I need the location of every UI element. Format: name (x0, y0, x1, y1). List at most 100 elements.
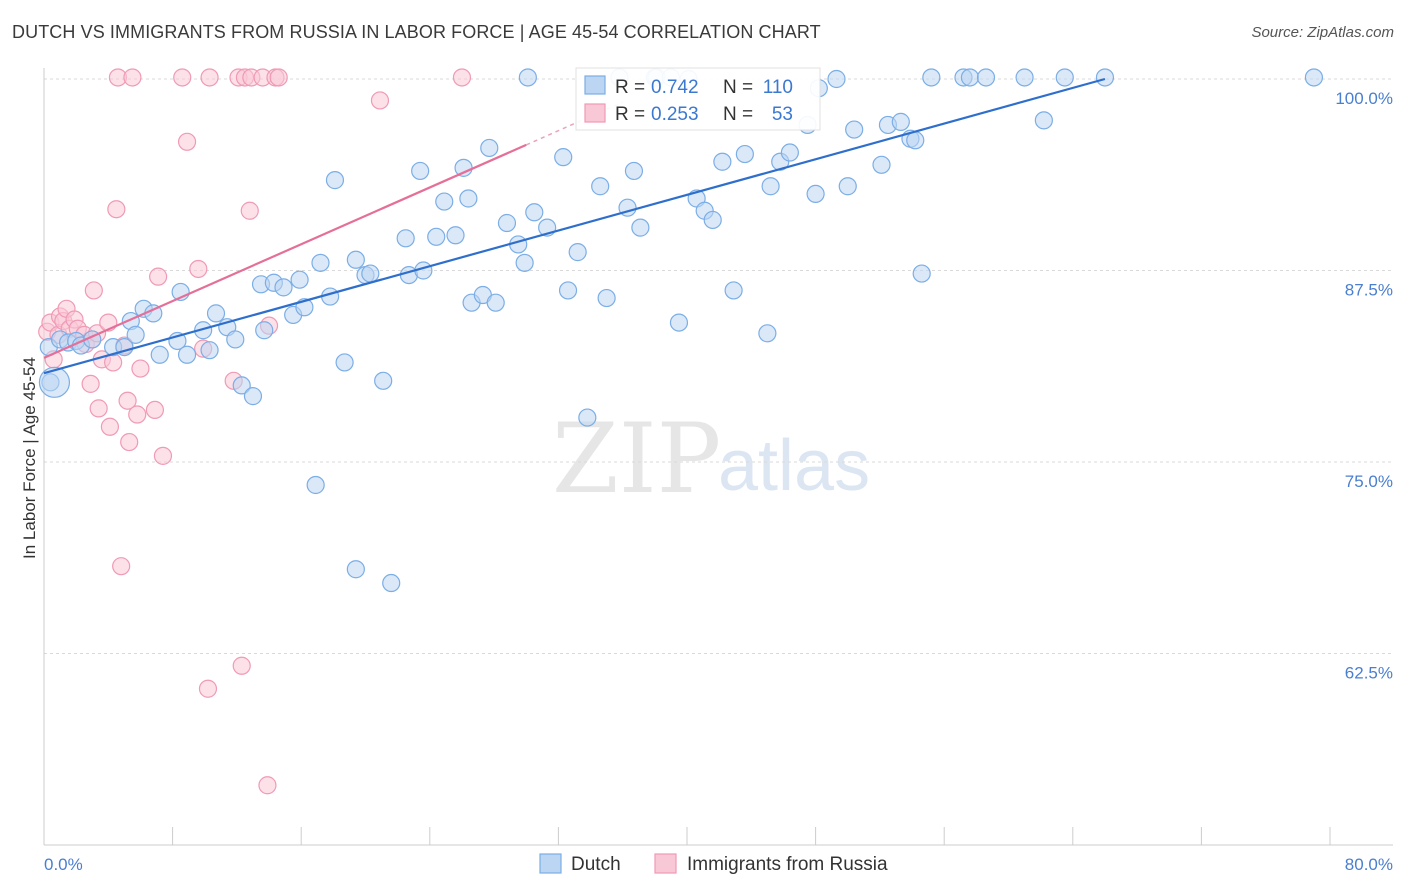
point-russia-51 (452, 68, 472, 87)
point-dutch-49 (454, 158, 473, 177)
point-dutch-70 (631, 218, 650, 237)
point-dutch-42 (396, 229, 415, 248)
point-dutch-cluster (38, 366, 71, 398)
point-dutch-58 (518, 68, 537, 87)
point-dutch-23 (243, 387, 263, 406)
legend-r-value-russia: 0.253 (651, 104, 699, 125)
point-dutch-21 (226, 330, 245, 349)
point-dutch-103 (1034, 111, 1053, 130)
point-dutch-29 (290, 270, 309, 289)
point-dutch-62 (558, 281, 578, 300)
point-russia-41 (232, 656, 251, 675)
axes (43, 68, 1393, 846)
point-dutch-81 (735, 144, 754, 164)
x-tick-label-max: 80.0% (1345, 855, 1393, 874)
x-tick-label-min: 0.0% (44, 855, 83, 874)
point-dutch-54 (486, 293, 505, 312)
point-dutch-104 (1055, 68, 1074, 87)
point-dutch-106 (1304, 68, 1324, 87)
point-dutch-66 (597, 288, 616, 308)
point-russia-28 (128, 405, 147, 424)
point-dutch-18 (200, 341, 219, 360)
legend-box: R = 0.742 N = 110 R = 0.253 N = 53 (575, 67, 821, 131)
point-dutch-36 (346, 560, 365, 579)
point-dutch-31 (306, 475, 325, 495)
bottom-legend-swatch-russia (654, 853, 677, 874)
y-tick-label-1: 75.0% (1345, 472, 1393, 491)
point-dutch-47 (435, 192, 454, 211)
point-russia-26 (120, 432, 139, 452)
point-dutch-98 (922, 68, 941, 87)
y-tick-label-3: 100.0% (1335, 89, 1393, 108)
point-dutch-85 (780, 143, 799, 162)
point-dutch-16 (177, 345, 197, 364)
point-russia-23 (112, 557, 131, 576)
trend-line-russia-extension (525, 101, 624, 146)
point-dutch-87 (806, 184, 825, 203)
legend-n-value-dutch: 110 (763, 77, 793, 98)
trend-line-russia (43, 143, 527, 359)
legend-n-label-dutch: N = (723, 77, 753, 98)
bottom-legend-label-russia: Immigrants from Russia (687, 854, 888, 875)
legend-r-label-russia: R = (615, 104, 645, 125)
point-dutch-101 (976, 68, 996, 87)
point-dutch-34 (325, 171, 345, 190)
y-tick-labels: 62.5% 75.0% 87.5% 100.0% (1335, 89, 1393, 683)
point-dutch-19 (206, 304, 226, 323)
legend-swatch-dutch (584, 75, 606, 95)
trend-lines (43, 77, 1106, 375)
point-dutch-65 (591, 177, 610, 196)
watermark: ZIP atlas (552, 403, 870, 515)
point-dutch-59 (525, 203, 544, 222)
point-russia-16 (89, 399, 108, 418)
point-russia-37 (198, 679, 218, 698)
point-russia-29 (131, 359, 150, 378)
point-russia-34 (177, 132, 197, 151)
point-russia-30 (145, 400, 165, 420)
point-dutch-74 (669, 313, 689, 332)
legend-r-value-dutch: 0.742 (651, 77, 699, 98)
point-russia-33 (173, 68, 192, 87)
point-dutch-80 (724, 281, 743, 300)
point-dutch-25 (255, 321, 274, 340)
point-russia-27 (123, 68, 142, 87)
point-dutch-22 (232, 376, 251, 395)
point-dutch-40 (374, 371, 393, 390)
point-dutch-102 (1015, 68, 1034, 87)
point-dutch-35 (335, 353, 354, 372)
point-dutch-90 (838, 177, 857, 196)
point-dutch-39 (361, 264, 380, 283)
point-russia-14 (84, 281, 103, 300)
watermark-atlas: atlas (718, 426, 870, 506)
point-dutch-50 (459, 189, 478, 208)
point-dutch-53 (480, 138, 499, 158)
point-russia-43 (240, 201, 259, 220)
point-russia-12 (81, 374, 100, 393)
point-dutch-37 (346, 250, 365, 269)
point-dutch-91 (845, 120, 864, 139)
legend-frame (575, 67, 821, 131)
point-dutch-92 (872, 155, 891, 174)
watermark-zip: ZIP (552, 403, 721, 515)
point-dutch-100 (960, 68, 980, 87)
point-dutch-46 (427, 227, 446, 246)
point-dutch-89 (827, 69, 846, 89)
legend-n-value-russia: 53 (772, 104, 793, 125)
bottom-legend-swatch-dutch (539, 853, 562, 874)
bottom-legend-label-dutch: Dutch (571, 854, 621, 875)
point-russia-19 (100, 417, 120, 436)
point-russia-21 (107, 200, 126, 219)
point-russia-46 (258, 776, 277, 795)
point-dutch-79 (713, 152, 732, 171)
point-dutch-97 (912, 264, 931, 283)
point-russia-32 (153, 446, 173, 465)
chart-title: DUTCH VS IMMIGRANTS FROM RUSSIA IN LABOR… (12, 22, 821, 42)
point-dutch-94 (891, 112, 910, 131)
point-dutch-105 (1095, 68, 1115, 87)
point-dutch-63 (568, 243, 587, 262)
point-dutch-32 (311, 253, 330, 272)
point-dutch-83 (761, 177, 780, 196)
point-dutch-64 (578, 408, 597, 427)
source-note: Source: ZipAtlas.com (1251, 24, 1394, 41)
